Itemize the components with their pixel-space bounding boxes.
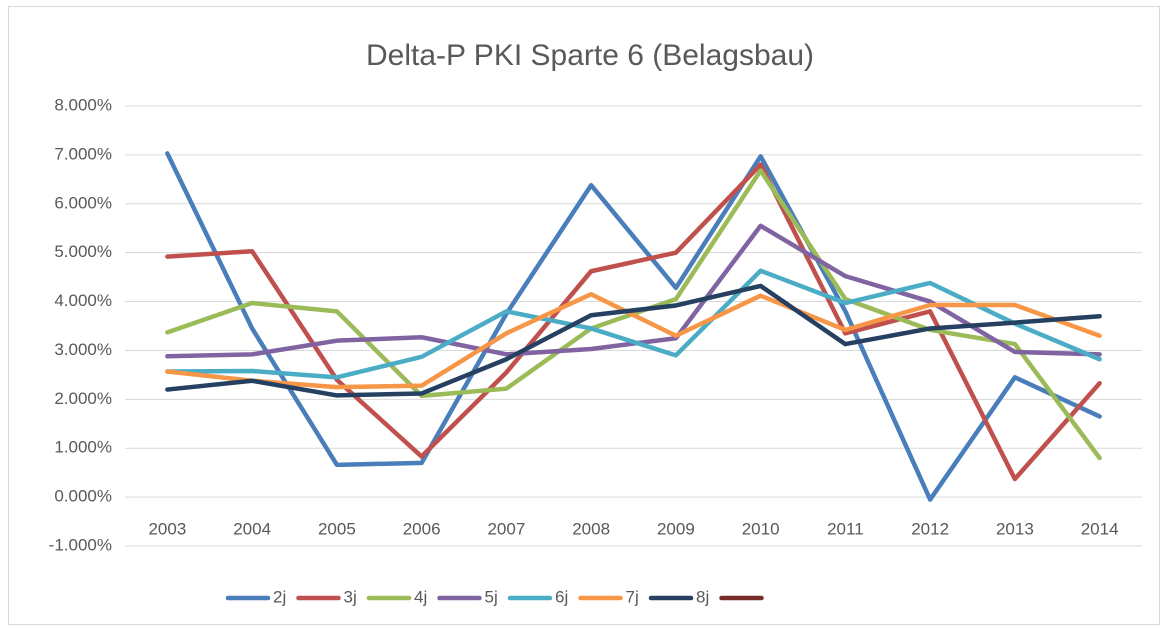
x-tick-label: 2005	[318, 520, 356, 539]
x-tick-label: 2011	[827, 520, 864, 539]
x-tick-label: 2010	[742, 520, 780, 539]
chart-title: Delta-P PKI Sparte 6 (Belagsbau)	[366, 39, 814, 72]
legend-label: 3j	[344, 587, 357, 606]
x-tick-label: 2012	[911, 520, 949, 539]
x-tick-label: 2008	[572, 520, 610, 539]
series-line	[165, 162, 1102, 482]
series-line	[165, 151, 1102, 502]
legend-label: 7j	[626, 587, 639, 606]
y-tick-label: 1.000%	[54, 438, 112, 457]
x-tick-label: 2013	[996, 520, 1034, 539]
y-tick-label: 2.000%	[54, 389, 112, 408]
x-tick-label: 2006	[403, 520, 441, 539]
y-tick-label: 8.000%	[54, 95, 112, 114]
chart-border	[8, 6, 1160, 625]
series-line	[165, 291, 1102, 390]
y-tick-label: 4.000%	[54, 291, 112, 310]
legend-label: 6j	[555, 587, 568, 606]
x-tick-label: 2009	[657, 520, 695, 539]
legend-label: 5j	[485, 587, 498, 606]
x-tick-label: 2004	[233, 520, 271, 539]
x-tick-label: 2003	[148, 520, 186, 539]
x-tick-label: 2014	[1081, 520, 1119, 539]
y-tick-label: -1.000%	[49, 535, 112, 554]
x-tick-label: 2007	[487, 520, 525, 539]
legend-label: 8j	[696, 587, 709, 606]
y-tick-label: 5.000%	[54, 242, 112, 261]
series-line	[165, 268, 1102, 380]
legend-label: 2j	[273, 587, 286, 606]
legend-label: 4j	[414, 587, 427, 606]
series-line	[165, 283, 1102, 398]
y-tick-label: 6.000%	[54, 193, 112, 212]
y-tick-label: 3.000%	[54, 340, 112, 359]
y-tick-label: 0.000%	[54, 487, 112, 506]
y-tick-label: 7.000%	[54, 144, 112, 163]
